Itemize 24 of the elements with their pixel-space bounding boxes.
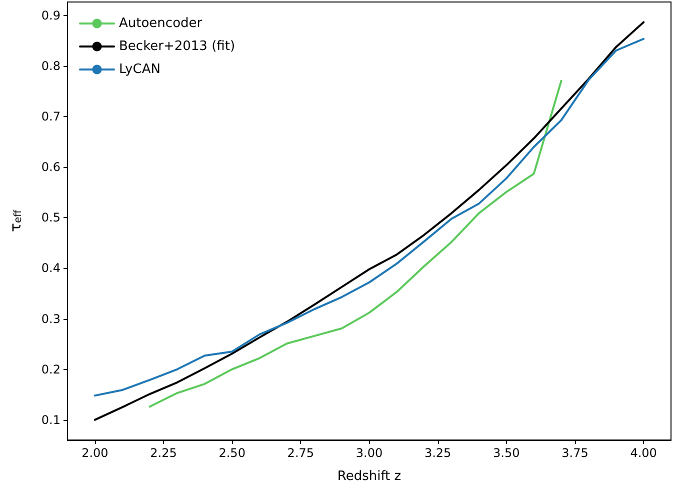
x-axis-title: Redshift z — [337, 469, 402, 484]
x-tick-label: 3.25 — [424, 446, 452, 460]
y-tick-label: 0.5 — [41, 210, 60, 225]
x-tick-label: 2.00 — [82, 446, 108, 460]
x-tick-label: 3.00 — [356, 446, 383, 460]
x-tick-label: 4.00 — [630, 446, 657, 460]
y-tick-label: 0.1 — [41, 412, 60, 427]
y-tick-label: 0.7 — [41, 110, 60, 124]
x-tick-label: 3.75 — [562, 446, 588, 460]
y-tick-label: 0.4 — [41, 261, 60, 276]
x-tick-label: 3.50 — [493, 446, 520, 460]
legend-label: Becker+2013 (fit) — [119, 39, 236, 54]
y-tick-label: 0.9 — [41, 8, 60, 23]
legend-label: Autoencoder — [119, 16, 203, 31]
y-tick-label: 0.2 — [41, 362, 60, 376]
x-tick-label: 2.50 — [218, 446, 246, 460]
legend-label: LyCAN — [119, 62, 160, 77]
line-series — [148, 80, 562, 408]
y-axis-title: τeff — [6, 208, 24, 232]
x-tick-label: 2.75 — [287, 446, 314, 460]
y-tick-label: 0.3 — [41, 312, 60, 326]
y-tick-label: 0.8 — [41, 59, 60, 74]
x-tick-label: 2.25 — [150, 446, 177, 460]
y-tick-label: 0.6 — [41, 160, 60, 174]
